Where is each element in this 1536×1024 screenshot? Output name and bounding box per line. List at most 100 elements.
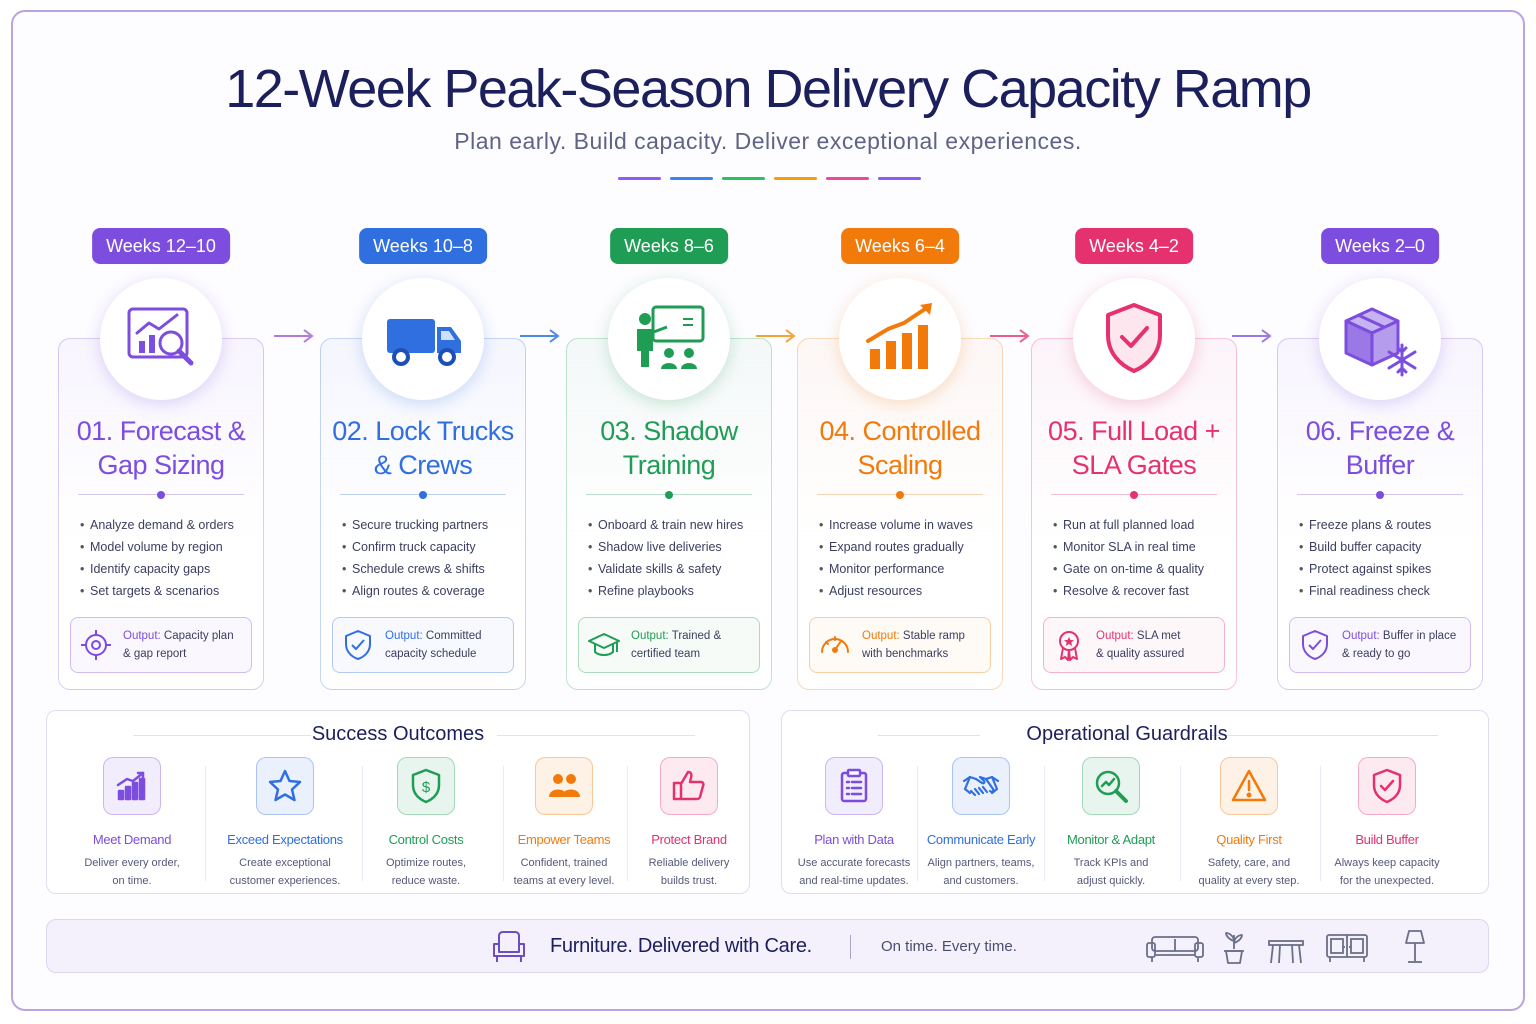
phase-bullet-list: Run at full planned load Monitor SLA in … [1053, 514, 1229, 602]
phase-divider-dot [1376, 491, 1384, 499]
phase-weeks-badge: Weeks 10–8 [359, 228, 487, 264]
guardrail-icon-box [825, 757, 883, 815]
star-icon [268, 769, 302, 802]
phase-title: 03. Shadow Training [566, 414, 772, 482]
footer-tagline: On time. Every time. [881, 938, 1017, 955]
phase-output-box: Output: Trained & certified team [578, 617, 760, 673]
guardrail-title: Plan with Data [814, 832, 894, 847]
desc-line: adjust quickly. [1076, 875, 1146, 887]
output-value-line1: Buffer in place [1382, 630, 1457, 642]
tile-separator [1320, 766, 1321, 881]
desc-line: for the unexpected. [1339, 875, 1435, 887]
footer-brand: Furniture. Delivered with Care. [550, 935, 812, 957]
arrow-right-icon [756, 329, 796, 343]
outcome-title: Exceed Expectations [227, 832, 343, 847]
footer-banner: Furniture. Delivered with Care. On time.… [46, 919, 1489, 973]
desc-line: teams at every level. [513, 875, 615, 887]
phase-icon-circle [100, 278, 222, 400]
bar-chart-up-icon [116, 771, 146, 801]
phase-bullet: Secure trucking partners [342, 514, 518, 536]
phase-title-line: & Crews [373, 450, 473, 480]
guardrail-description: Track KPIs and adjust quickly. [1042, 854, 1180, 890]
desc-line: on time. [112, 875, 152, 887]
guardrail-icon-box [1220, 757, 1278, 815]
guardrail-title: Build Buffer [1355, 832, 1419, 847]
phase-bullet: Onboard & train new hires [588, 514, 764, 536]
phase-divider-dot [1130, 491, 1138, 499]
outcome-description: Optimize routes, reduce waste. [357, 854, 495, 890]
phase-title: 02. Lock Trucks & Crews [320, 414, 526, 482]
gauge-icon [821, 636, 849, 653]
shield-check-icon [1302, 630, 1328, 660]
guardrail-communicate-early: Communicate Early Align partners, teams,… [912, 757, 1050, 890]
output-value-line2: certified team [631, 648, 701, 660]
arrow-right-icon [274, 329, 314, 343]
shield-check-icon [1106, 303, 1162, 373]
phase-output-text: Output: SLA met & quality assured [1096, 627, 1184, 663]
phase-bullet-list: Analyze demand & orders Model volume by … [80, 514, 256, 602]
phase-bullet: Identify capacity gaps [80, 558, 256, 580]
phase-weeks-badge: Weeks 8–6 [610, 228, 728, 264]
arrow-right-icon [990, 329, 1030, 343]
desc-line: Create exceptional [239, 857, 331, 869]
guardrail-description: Align partners, teams, and customers. [912, 854, 1050, 890]
phase-card-forecast: Weeks 12–10 01. Forecast & Gap Sizing An… [58, 228, 264, 690]
phase-title-line: 02. Lock Trucks [332, 416, 514, 446]
guardrail-title: Quality First [1216, 832, 1282, 847]
graduation-cap-icon [588, 633, 620, 656]
phase-title: 06. Freeze & Buffer [1277, 414, 1483, 482]
desc-line: and real-time updates. [799, 875, 909, 887]
shield-check-icon [1372, 768, 1402, 804]
phase-bullet: Monitor performance [819, 558, 995, 580]
thumbs-up-icon [672, 770, 705, 801]
outcome-title: Protect Brand [651, 832, 727, 847]
output-value-line2: & gap report [123, 648, 187, 660]
guardrail-monitor-adapt: Monitor & Adapt Track KPIs and adjust qui… [1042, 757, 1180, 890]
phase-title-line: 03. Shadow [600, 416, 738, 446]
title-rule-segment [878, 177, 921, 180]
desc-line: Align partners, teams, [927, 857, 1035, 869]
output-value-line1: Stable ramp [902, 630, 965, 642]
phase-divider-dot [896, 491, 904, 499]
output-value-line1: Trained & [671, 630, 722, 642]
phase-bullet: Shadow live deliveries [588, 536, 764, 558]
phase-output-box: Output: Buffer in place & ready to go [1289, 617, 1471, 673]
phase-weeks-badge: Weeks 2–0 [1321, 228, 1439, 264]
title-rule-segment [722, 177, 765, 180]
tile-separator [205, 766, 206, 881]
guardrail-quality-first: Quality First Safety, care, and quality a… [1180, 757, 1318, 890]
award-ribbon-icon [1059, 631, 1079, 661]
output-label: Output: [1096, 630, 1134, 642]
phase-output-text: Output: Buffer in place & ready to go [1342, 627, 1456, 663]
phase-title-line: 01. Forecast & [76, 416, 246, 446]
magnifier-trend-icon [1095, 770, 1128, 803]
phase-card-shadow-training: Weeks 8–6 03. Shadow Training Onboard & … [566, 228, 772, 690]
clipboard-icon [840, 768, 868, 803]
desc-line: Safety, care, and [1207, 857, 1291, 869]
title-rule-segment [670, 177, 713, 180]
phase-icon-circle [1073, 278, 1195, 400]
phase-bullet: Gate on on-time & quality [1053, 558, 1229, 580]
phase-title: 01. Forecast & Gap Sizing [58, 414, 264, 482]
phase-output-box: Output: Stable ramp with benchmarks [809, 617, 991, 673]
phase-divider-dot [419, 491, 427, 499]
output-label: Output: [1342, 630, 1380, 642]
outcome-icon-box: $ [397, 757, 455, 815]
dollar-shield-icon: $ [411, 768, 441, 804]
phase-bullet: Align routes & coverage [342, 580, 518, 602]
phase-output-text: Output: Committed capacity schedule [385, 627, 482, 663]
phase-output-box: Output: Capacity plan & gap report [70, 617, 252, 673]
outcome-icon-box [103, 757, 161, 815]
phase-bullet: Analyze demand & orders [80, 514, 256, 536]
phase-title: 04. Controlled Scaling [797, 414, 1003, 482]
phase-bullet: Protect against spikes [1299, 558, 1475, 580]
phase-bullet: Model volume by region [80, 536, 256, 558]
phase-card-freeze-buffer: Weeks 2–0 06. Freeze & Buffer Freeze pla… [1277, 228, 1483, 690]
tile-separator [362, 766, 363, 881]
title-rule-segment [774, 177, 817, 180]
phase-output-box: Output: Committed capacity schedule [332, 617, 514, 673]
desc-line: reduce waste. [391, 875, 461, 887]
desc-line: Reliable delivery [648, 857, 730, 869]
phase-title-line: Gap Sizing [97, 450, 225, 480]
heading-rule [133, 735, 311, 736]
